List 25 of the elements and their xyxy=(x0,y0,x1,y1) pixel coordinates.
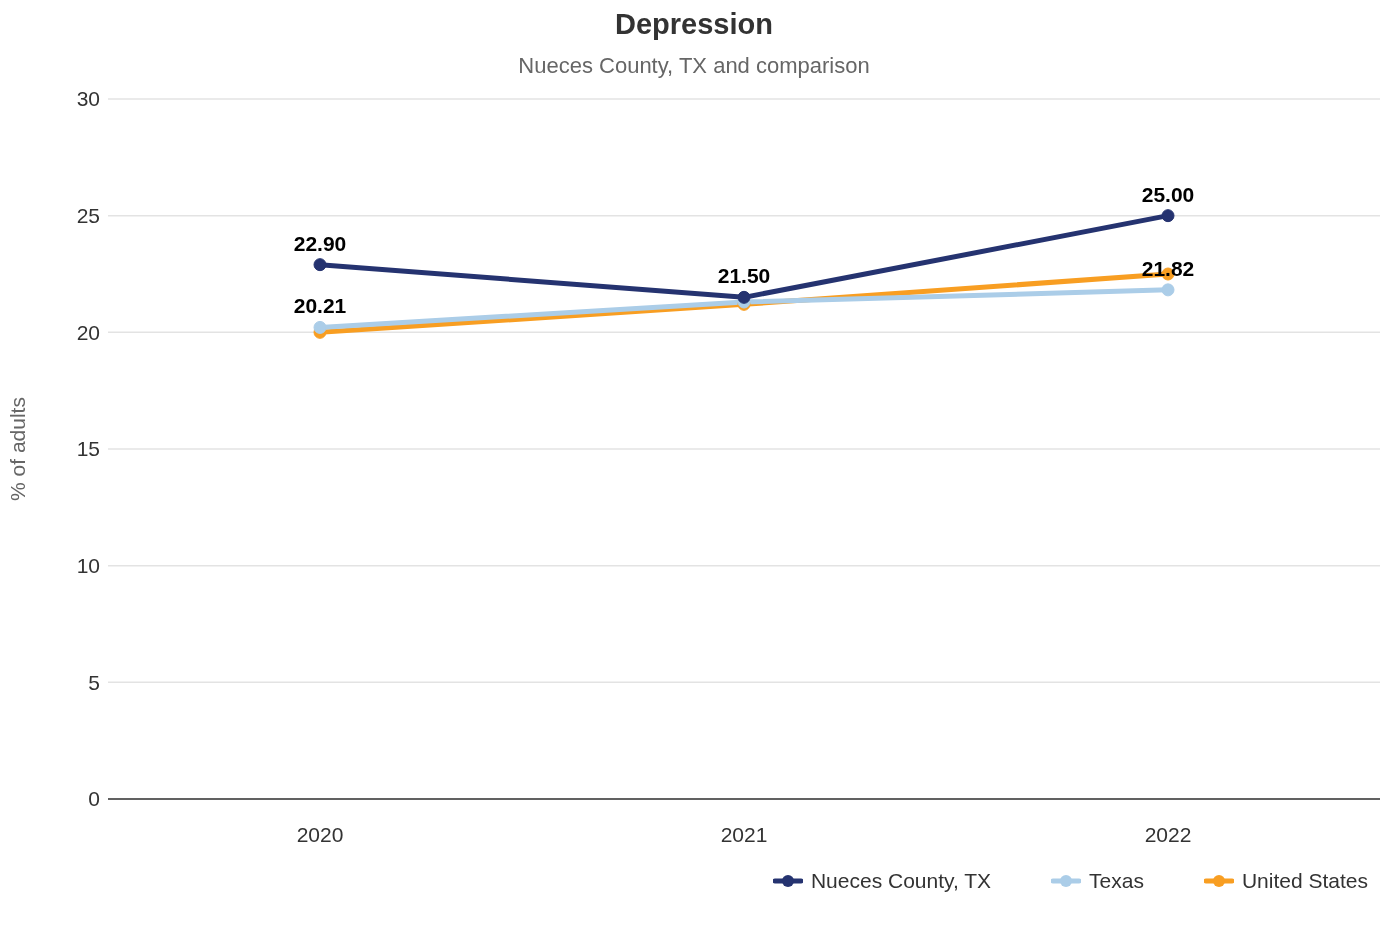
chart-subtitle: Nueces County, TX and comparison xyxy=(517,53,871,79)
legend-label: Nueces County, TX xyxy=(810,869,992,893)
point xyxy=(1161,209,1175,223)
data-label: 20.21 xyxy=(293,294,347,318)
data-label: 21.50 xyxy=(717,264,771,288)
point xyxy=(737,290,751,304)
data-label: 22.90 xyxy=(293,231,347,255)
x-tick-label: 2021 xyxy=(720,822,768,846)
y-tick-label: 0 xyxy=(88,787,100,811)
legend-label: Texas xyxy=(1089,869,1144,893)
data-label: 25.00 xyxy=(1141,182,1195,206)
y-tick-label: 30 xyxy=(76,87,100,111)
point xyxy=(313,320,327,334)
chart-title: Depression xyxy=(614,8,774,41)
y-axis-title: % of adults xyxy=(6,397,30,501)
legend-label: United States xyxy=(1241,869,1368,893)
y-tick-label: 20 xyxy=(76,320,100,344)
x-tick-label: 2022 xyxy=(1144,822,1192,846)
y-tick-label: 5 xyxy=(88,670,100,694)
point xyxy=(313,258,327,272)
y-tick-label: 15 xyxy=(76,437,100,461)
point xyxy=(1161,283,1175,297)
y-tick-label: 25 xyxy=(76,204,100,228)
y-tick-label: 10 xyxy=(76,554,100,578)
x-tick-label: 2020 xyxy=(296,822,344,846)
